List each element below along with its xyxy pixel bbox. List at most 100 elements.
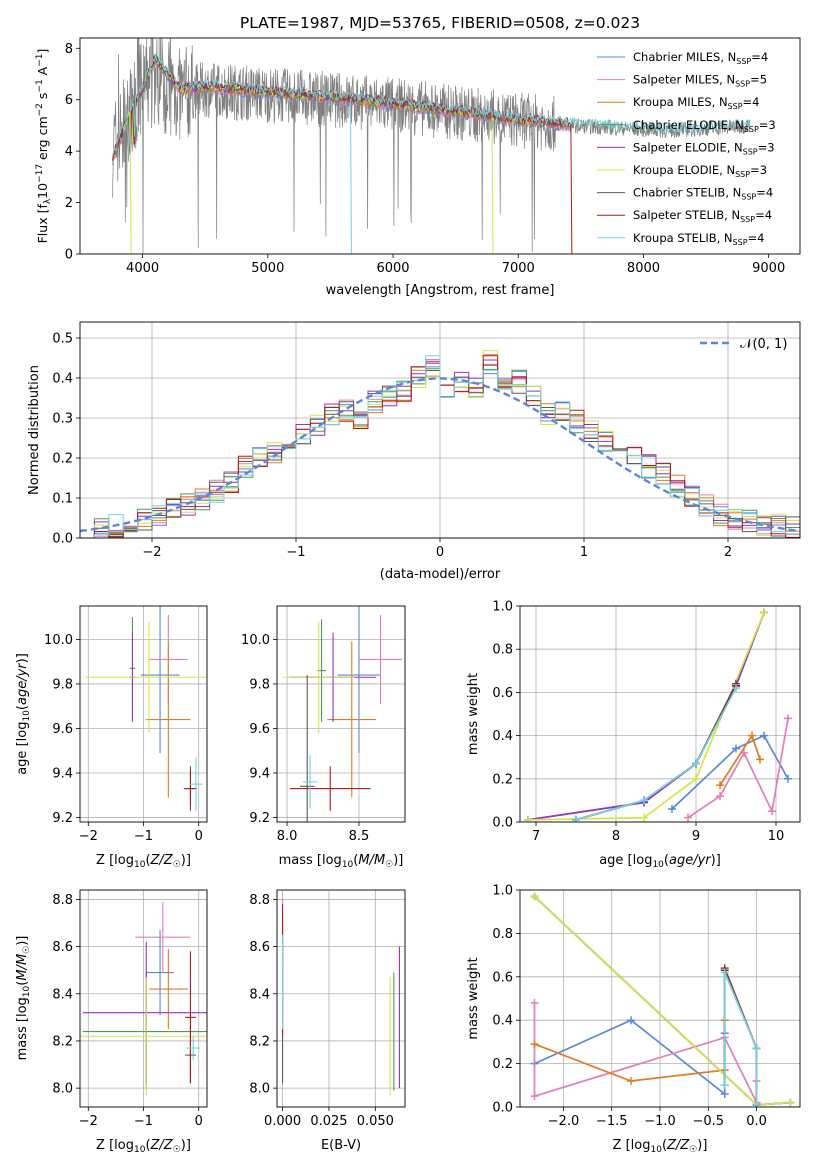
axes-frame (276, 889, 406, 1108)
errorbar-kroupa-miles (327, 641, 377, 798)
weight-marker (684, 813, 692, 822)
y-tick-label: 0.4 (52, 372, 73, 387)
x-axis-label: E(B-V) (321, 1138, 361, 1153)
weight-marker (627, 1016, 636, 1025)
x-tick-label: 6000 (376, 261, 409, 276)
weight-series-chabrier-miles (668, 731, 792, 814)
weight-marker (716, 781, 724, 790)
spectrum-model-kroupa-stelib (112, 53, 751, 156)
y-tick-label: 10.0 (44, 633, 73, 648)
legend-label: Salpeter ELODIE, NSSP=3 (633, 140, 775, 156)
weight-marker (732, 744, 740, 753)
x-tick-label: −1 (286, 545, 305, 560)
axes-frame (519, 889, 801, 1108)
plot-area-mass_vs_EBV (282, 899, 400, 1096)
axes-frame (79, 37, 801, 255)
legend-label: Kroupa MILES, NSSP=4 (633, 95, 759, 111)
x-axis-label: mass [log10(M/M☉)] (279, 853, 404, 870)
legend-label: 𝒩(0, 1) (740, 337, 787, 352)
weight-series-salpeter-elodie (530, 892, 795, 1107)
y-tick-label: 0.2 (492, 1057, 513, 1072)
weight-series-chabrier-elodie (524, 608, 768, 822)
weight-series-kroupa-elodie (524, 608, 768, 822)
legend-label: Salpeter STELIB, NSSP=4 (633, 208, 772, 224)
weight-line (723, 972, 758, 1105)
x-tick-label: 8000 (627, 261, 660, 276)
weight-marker (732, 684, 740, 693)
x-axis-label: (data-model)/error (380, 567, 501, 582)
weight-line (533, 1002, 758, 1104)
plot-area-weight_vs_Z (530, 892, 795, 1107)
weight-series-salpeter-miles (530, 998, 761, 1107)
y-tick-label: 9.4 (52, 767, 73, 782)
weight-marker (720, 1089, 729, 1098)
weight-marker (760, 731, 768, 740)
errorbar-salpeter-miles (135, 901, 191, 973)
y-tick-label: 0.0 (492, 1101, 513, 1116)
y-tick-label: 8.2 (249, 1034, 270, 1049)
legend-label: Chabrier MILES, NSSP=4 (633, 50, 768, 66)
plot-area-age_vs_Z (85, 606, 207, 811)
weight-line (534, 1019, 726, 1096)
x-tick-label: 10 (768, 829, 785, 844)
normal-curve (80, 377, 798, 533)
panel-age_vs_mass: 8.0 8.5 9.2 9.4 9.6 9.8 10.0 mass [log10(M/M☉)] (241, 605, 406, 870)
x-axis-label: age [log10(age/yr)] (599, 853, 721, 870)
errorbar-chabrier-stelib (300, 675, 315, 822)
legend-label: Chabrier ELODIE, NSSP=3 (633, 118, 776, 134)
y-tick-label: 0.4 (492, 1014, 513, 1029)
y-tick-label: 8.0 (249, 1082, 270, 1097)
x-tick-label: −1.5 (596, 1114, 628, 1129)
weight-marker (627, 1076, 636, 1085)
legend-label: Salpeter MILES, NSSP=5 (633, 73, 767, 89)
x-tick-label: 7 (532, 829, 540, 844)
weight-marker (768, 807, 776, 816)
x-tick-label: −0.5 (692, 1114, 724, 1129)
spectrum-dropout (129, 112, 132, 254)
errorbar-salpeter-stelib (184, 951, 196, 1084)
y-tick-label: 0.0 (52, 532, 73, 547)
x-tick-label: 9000 (752, 261, 785, 276)
y-axis-label: Normed distribution (27, 365, 42, 495)
weight-line (575, 687, 737, 821)
y-tick-label: 0.8 (492, 927, 513, 942)
y-tick-label: 9.8 (52, 677, 73, 692)
y-tick-label: 0.4 (492, 729, 513, 744)
weight-series-chabrier-elodie (530, 892, 795, 1107)
weight-marker (530, 1040, 539, 1049)
weight-line (533, 895, 791, 1106)
errorbar-kroupa-stelib (186, 1036, 200, 1060)
hist-kroupa-stelib (80, 355, 800, 538)
weight-series-kroupa-stelib (720, 968, 761, 1107)
y-tick-label: 9.2 (52, 811, 73, 826)
weight-marker (692, 774, 700, 783)
weight-marker (752, 1044, 761, 1053)
y-tick-label: 9.2 (249, 811, 270, 826)
weight-marker (524, 815, 532, 822)
y-axis-label: mass [log10(M/M☉)] (15, 936, 32, 1061)
y-tick-label: 0.1 (52, 492, 73, 507)
weight-series-chabrier-stelib (720, 964, 761, 1107)
errorbar-kroupa-stelib (302, 755, 318, 809)
weight-marker (530, 998, 539, 1007)
errorbar-chabrier-miles (146, 930, 174, 1016)
errorbar-kroupa-miles (146, 641, 191, 798)
spectrum-dropout (570, 124, 573, 254)
y-tick-label: 8.2 (52, 1034, 73, 1049)
panel-spectrum: 4000 5000 6000 7000 8000 9000 0 2 4 6 8 wavelength … (35, 37, 801, 298)
y-tick-label: 8 (65, 42, 73, 57)
weight-line (575, 683, 737, 821)
errorbar-kroupa-elodie (80, 977, 207, 1096)
y-tick-label: 8.6 (249, 940, 270, 955)
y-tick-label: 0.6 (492, 970, 513, 985)
weight-marker (786, 1098, 795, 1107)
y-axis-label: mass weight (466, 673, 481, 755)
spectrum-dropout (349, 99, 352, 254)
errorbar-kroupa-elodie (282, 621, 355, 733)
weight-line (527, 612, 765, 821)
y-tick-label: 8.8 (52, 893, 73, 908)
weight-marker (760, 608, 768, 617)
weight-line (533, 895, 791, 1106)
y-tick-label: 9.8 (249, 677, 270, 692)
